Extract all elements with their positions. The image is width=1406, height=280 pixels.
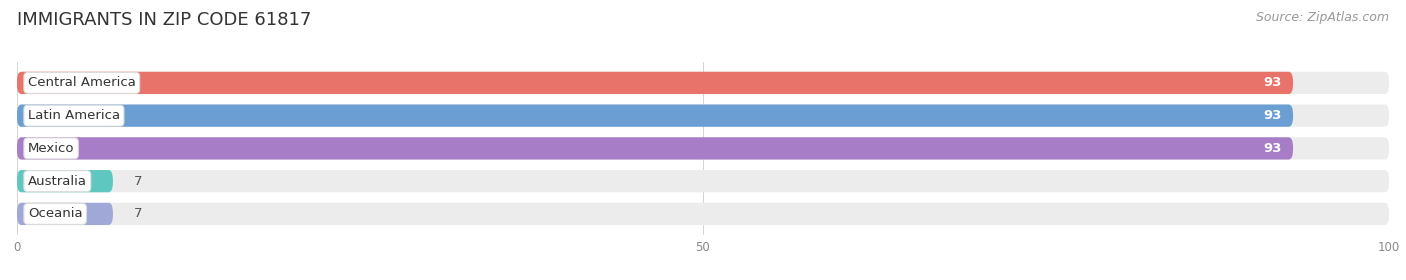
FancyBboxPatch shape: [17, 104, 1389, 127]
FancyBboxPatch shape: [17, 203, 112, 225]
Text: Australia: Australia: [28, 175, 87, 188]
FancyBboxPatch shape: [17, 72, 1294, 94]
Text: 93: 93: [1264, 76, 1282, 89]
FancyBboxPatch shape: [17, 137, 1389, 160]
FancyBboxPatch shape: [17, 72, 1389, 94]
Text: IMMIGRANTS IN ZIP CODE 61817: IMMIGRANTS IN ZIP CODE 61817: [17, 11, 311, 29]
Text: 93: 93: [1264, 109, 1282, 122]
FancyBboxPatch shape: [17, 170, 112, 192]
FancyBboxPatch shape: [17, 137, 1294, 160]
Text: Oceania: Oceania: [28, 207, 83, 220]
Text: 7: 7: [134, 207, 142, 220]
FancyBboxPatch shape: [17, 104, 1294, 127]
Text: Mexico: Mexico: [28, 142, 75, 155]
Text: Latin America: Latin America: [28, 109, 120, 122]
Text: 7: 7: [134, 175, 142, 188]
FancyBboxPatch shape: [17, 203, 1389, 225]
Text: Source: ZipAtlas.com: Source: ZipAtlas.com: [1256, 11, 1389, 24]
Text: 93: 93: [1264, 142, 1282, 155]
FancyBboxPatch shape: [17, 170, 1389, 192]
Text: Central America: Central America: [28, 76, 136, 89]
